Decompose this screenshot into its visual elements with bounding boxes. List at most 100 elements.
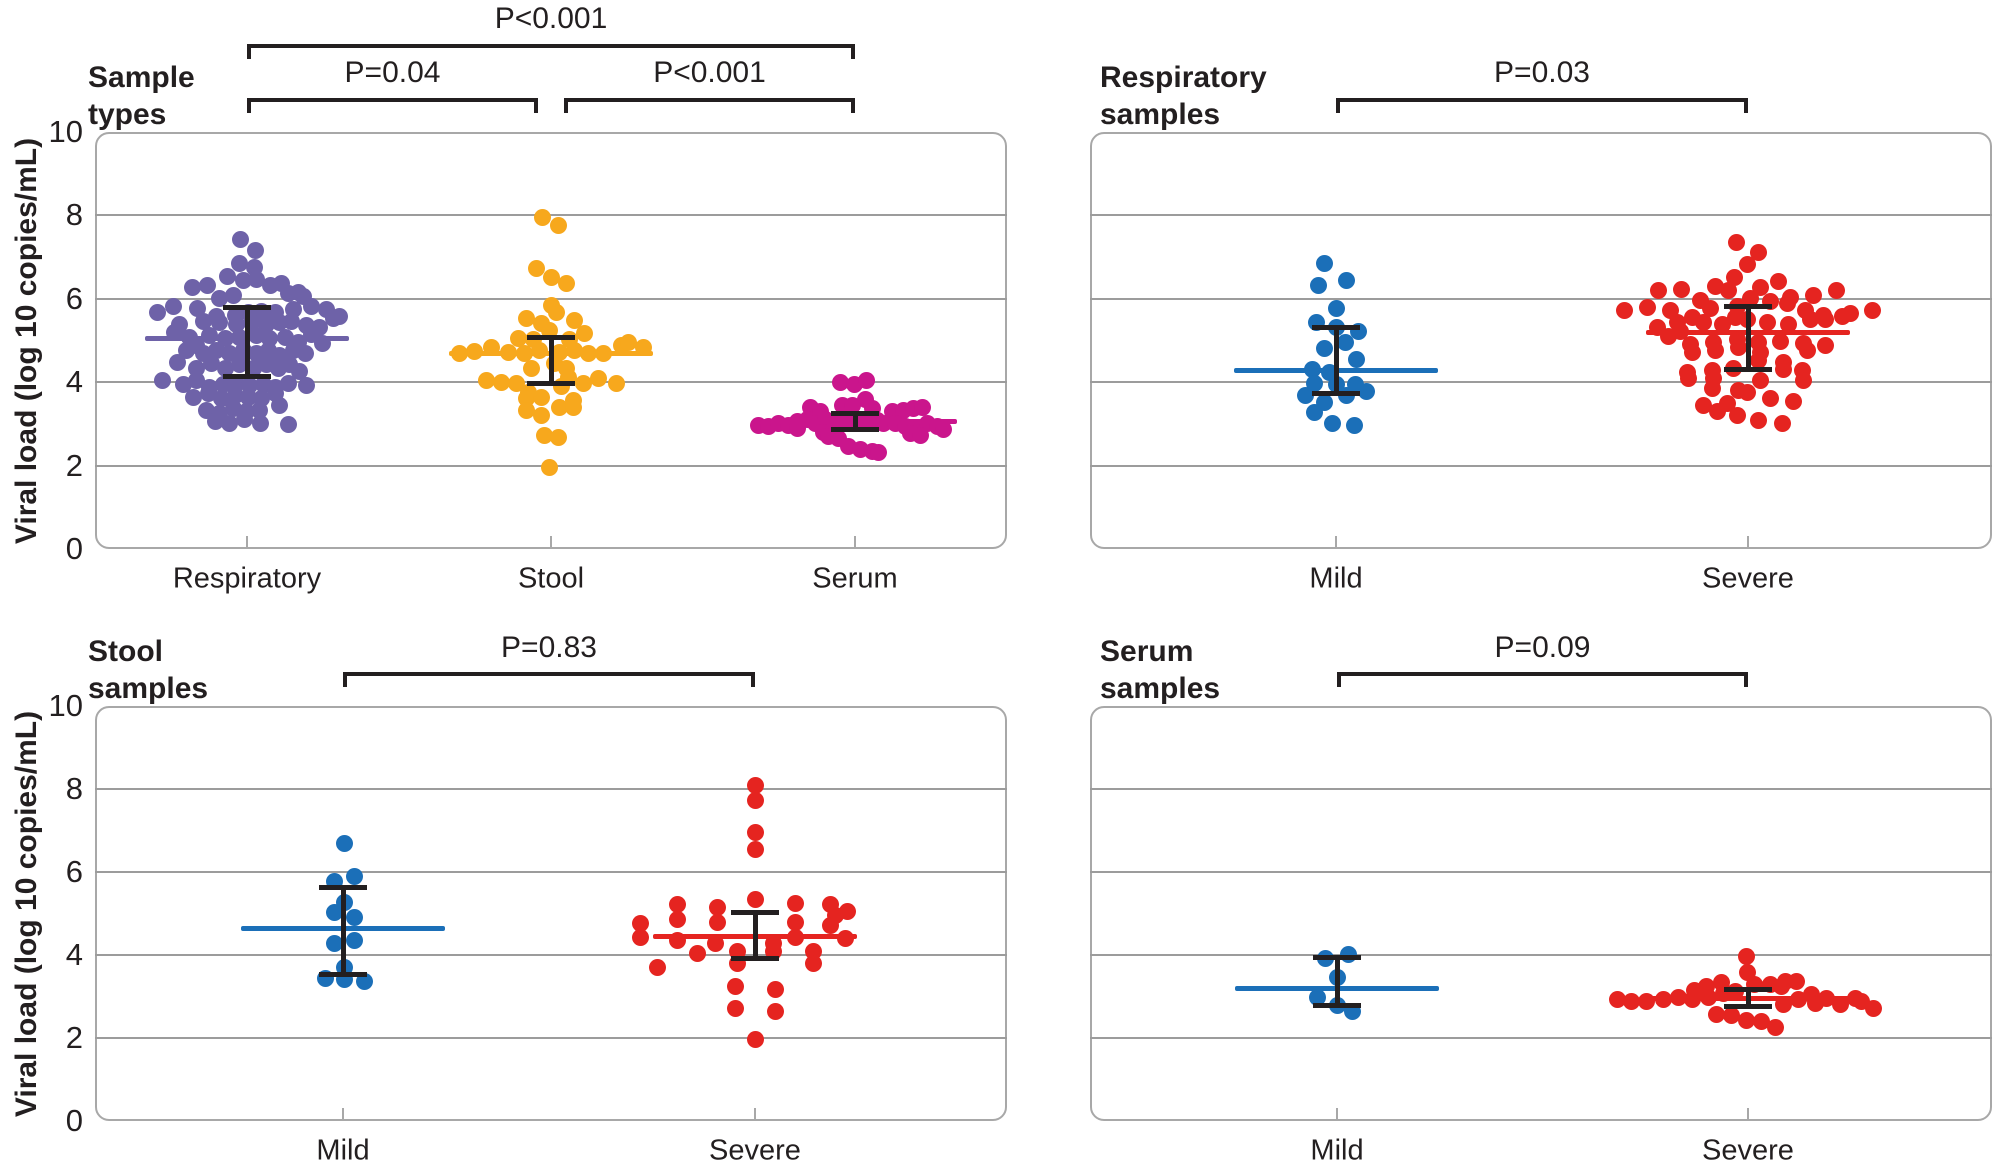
data-point xyxy=(1738,255,1756,273)
p-value-label: P<0.001 xyxy=(494,2,608,35)
data-point xyxy=(230,356,248,374)
data-point xyxy=(1305,374,1323,392)
p-value-bracket-end xyxy=(247,44,251,59)
data-point xyxy=(517,402,535,420)
data-point xyxy=(1683,344,1701,362)
data-point xyxy=(1827,281,1845,299)
error-bar-cap-top xyxy=(831,411,879,417)
data-point xyxy=(648,959,666,977)
panel-title-line2: samples xyxy=(1100,672,1221,705)
data-point xyxy=(224,286,242,304)
data-point xyxy=(230,254,248,272)
error-bar-stem xyxy=(1334,957,1340,1006)
data-point xyxy=(631,915,649,933)
error-bar-stem xyxy=(548,337,554,384)
data-point xyxy=(279,374,297,392)
error-bar-stem xyxy=(752,912,758,959)
panel-title-serum-samples: Serum samples xyxy=(1100,633,1220,707)
data-point xyxy=(1703,380,1721,398)
data-point xyxy=(290,362,308,380)
error-bar-cap-top xyxy=(1724,304,1772,310)
data-point xyxy=(214,375,232,393)
data-point xyxy=(911,426,929,444)
category-label-severe: Severe xyxy=(709,1134,801,1160)
p-value-bracket-end xyxy=(1744,98,1748,113)
error-bar-cap-bottom xyxy=(223,373,271,379)
category-tick xyxy=(1747,1108,1749,1119)
data-point xyxy=(1701,299,1719,317)
category-label-mild: Mild xyxy=(1309,562,1363,595)
data-point xyxy=(786,894,804,912)
plot-frame xyxy=(1090,706,1992,1121)
data-point xyxy=(1638,298,1656,316)
data-point xyxy=(1738,383,1756,401)
data-point xyxy=(575,325,593,343)
data-point xyxy=(199,385,217,403)
data-point xyxy=(746,777,764,795)
data-point xyxy=(1794,372,1812,390)
data-point xyxy=(786,914,804,932)
data-point xyxy=(1761,389,1779,407)
data-point xyxy=(220,415,238,433)
category-tick xyxy=(854,536,856,547)
data-point xyxy=(821,917,839,935)
category-label-mild: Mild xyxy=(1310,1134,1364,1160)
panel-title-sample-types: Sample types xyxy=(88,59,195,133)
panel-title-stool-samples: Stool samples xyxy=(88,633,208,707)
data-point xyxy=(1622,992,1640,1010)
data-point xyxy=(1816,337,1834,355)
data-point xyxy=(1661,301,1679,319)
p-value-bracket-end xyxy=(851,98,855,113)
data-point xyxy=(279,285,297,303)
category-tick xyxy=(754,1108,756,1119)
data-point xyxy=(1778,294,1796,312)
data-point xyxy=(1771,332,1789,350)
p-value-bracket-end xyxy=(564,98,568,113)
error-bar-cap-bottom xyxy=(1313,1003,1361,1009)
y-tick-label-6: 6 xyxy=(65,854,83,889)
y-tick-label-2: 2 xyxy=(65,447,83,483)
data-point xyxy=(1345,416,1363,434)
data-point xyxy=(1649,282,1667,300)
plot-frame xyxy=(1090,132,1992,549)
data-point xyxy=(535,427,553,445)
category-label-respiratory: Respiratory xyxy=(172,562,322,595)
data-point xyxy=(1315,254,1333,272)
error-bar-cap-bottom xyxy=(1724,367,1772,373)
p-value-bracket-end xyxy=(1744,672,1748,687)
data-point xyxy=(708,914,726,932)
data-point xyxy=(631,928,649,946)
data-point xyxy=(1719,281,1737,299)
data-point xyxy=(1315,339,1333,357)
error-bar-cap-top xyxy=(731,910,779,916)
data-point xyxy=(934,421,952,439)
data-point xyxy=(668,910,686,928)
category-label-mild: Mild xyxy=(316,1134,370,1160)
data-point xyxy=(282,312,300,330)
data-point xyxy=(1672,280,1690,298)
data-point xyxy=(1327,299,1345,317)
data-point xyxy=(746,792,764,810)
y-tick-label-4: 4 xyxy=(65,364,83,400)
data-point xyxy=(706,935,724,953)
category-label-severe: Severe xyxy=(1702,1134,1794,1160)
p-value-bracket-end xyxy=(247,98,251,113)
data-point xyxy=(279,416,297,434)
panel-title-respiratory-samples: Respiratory samples xyxy=(1100,59,1267,133)
error-bar-stem xyxy=(1745,306,1751,370)
data-point xyxy=(509,330,527,348)
data-point xyxy=(210,314,228,332)
gridline-6 xyxy=(1090,297,1992,300)
data-point xyxy=(1798,342,1816,360)
panel-title-line1: Sample xyxy=(88,61,195,94)
error-bar-stem xyxy=(852,413,858,430)
y-tick-label-2: 2 xyxy=(65,1020,83,1055)
data-point xyxy=(1309,277,1327,295)
data-point xyxy=(235,411,253,429)
data-point xyxy=(226,387,244,405)
p-value-label: P<0.001 xyxy=(653,56,766,89)
data-point xyxy=(216,359,234,377)
data-point xyxy=(1694,314,1712,332)
